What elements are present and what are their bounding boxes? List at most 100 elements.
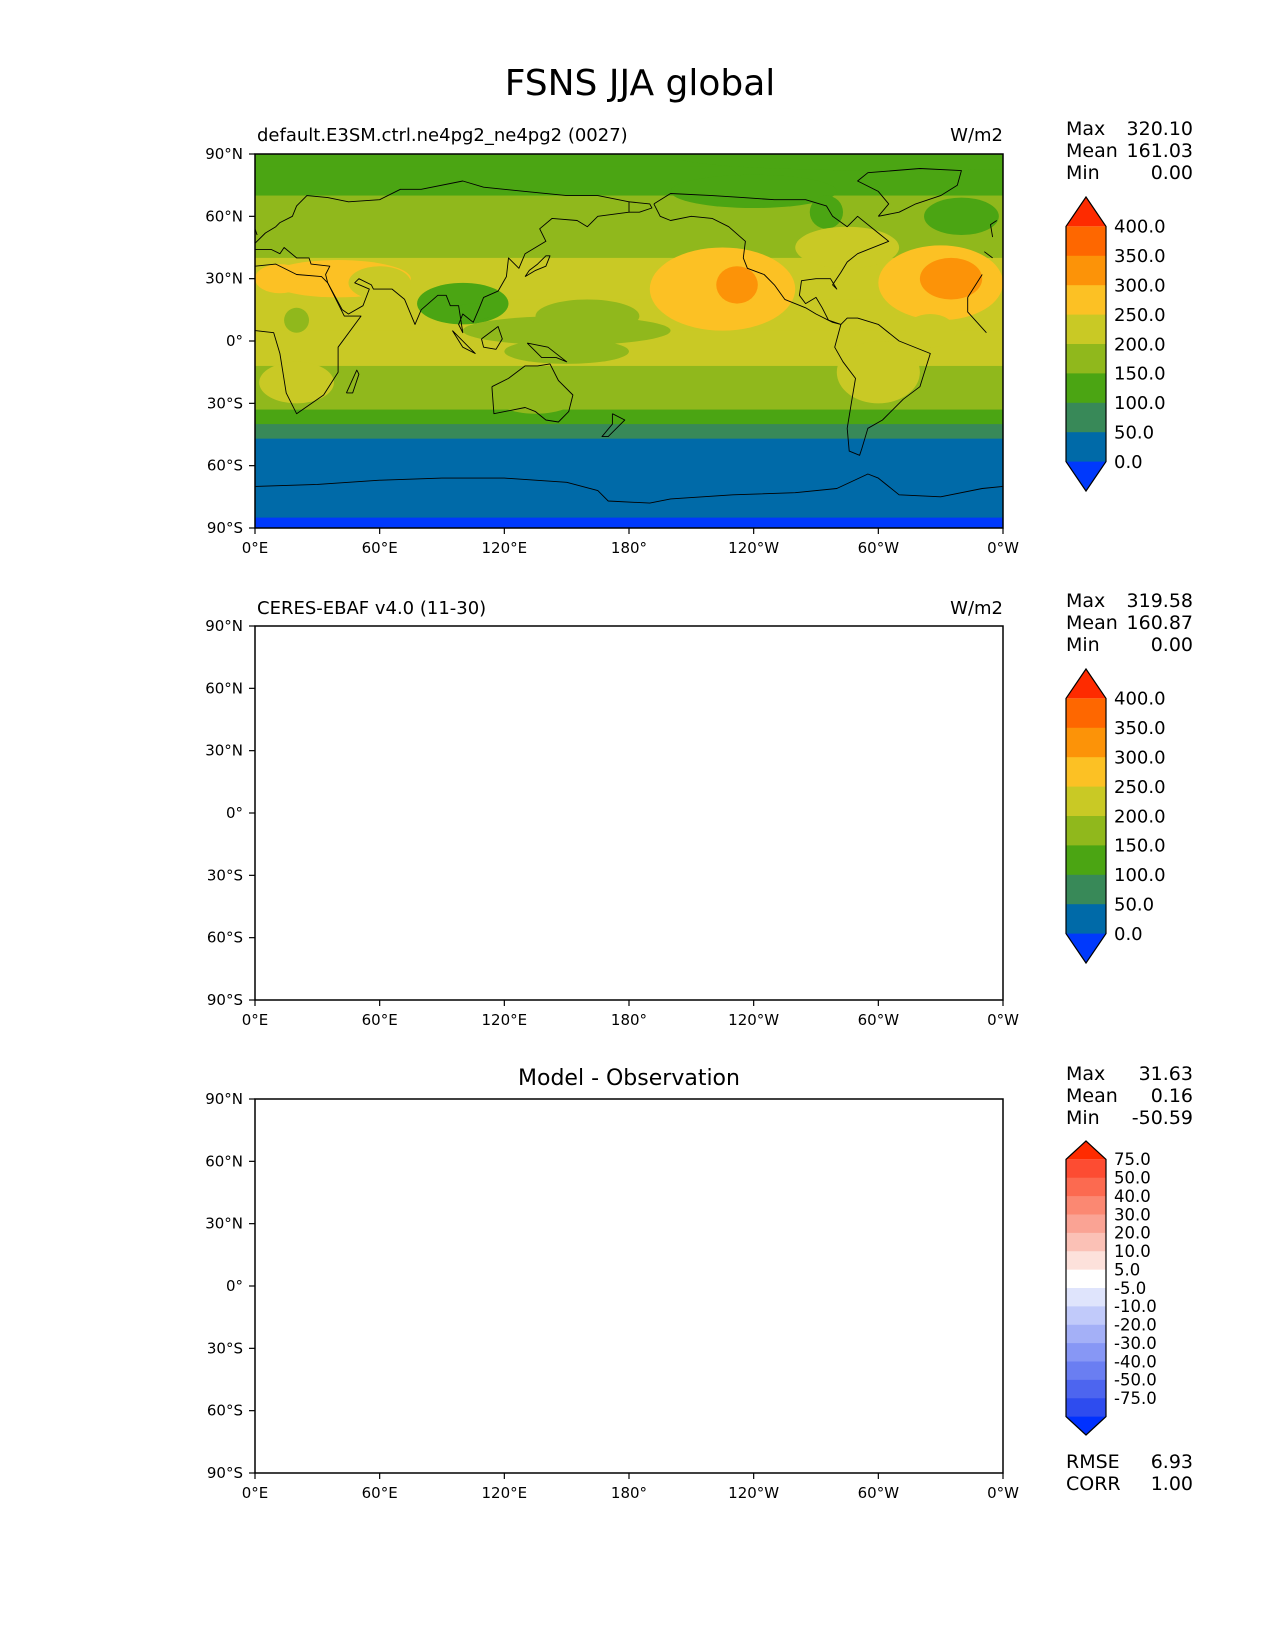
- y-tick-label: 90°N: [205, 1090, 243, 1108]
- coastline: [491, 363, 574, 423]
- colorbar-label: 350.0: [1114, 718, 1166, 739]
- colorbar-label: 50.0: [1114, 895, 1154, 916]
- y-tick-label: 0°: [226, 332, 243, 350]
- colorbar-extend-min: [1066, 1416, 1106, 1435]
- y-tick-label: 60°S: [207, 929, 243, 947]
- colorbar-bin: [1066, 432, 1106, 463]
- coastline: [601, 413, 626, 438]
- colorbar-bin: [1066, 1269, 1106, 1289]
- panel-test-left-title: default.E3SM.ctrl.ne4pg2_ne4pg2 (0027): [257, 125, 628, 146]
- colorbar-bin: [1066, 255, 1106, 286]
- field-region: [795, 226, 900, 269]
- field-region: [504, 338, 629, 364]
- y-tick-label: 60°N: [205, 207, 243, 225]
- stat-max-label: Max: [1066, 1063, 1105, 1085]
- colorbar-bin: [1066, 1343, 1106, 1363]
- coastline: [628, 201, 653, 213]
- field-band: [255, 438, 1003, 519]
- field-region: [452, 303, 494, 321]
- panel-test-units: W/m2: [950, 125, 1003, 146]
- colorbar-label: 250.0: [1114, 305, 1166, 326]
- stat-mean-label: Mean: [1066, 612, 1118, 634]
- y-tick-label: 90°S: [207, 519, 243, 537]
- coastline: [255, 473, 1003, 504]
- x-tick-label: 60°W: [858, 539, 900, 557]
- stat-mean-label: Mean: [1066, 1085, 1118, 1107]
- colorbar-label: -20.0: [1114, 1316, 1157, 1335]
- panel-diff: Model - Observation 0°E 60°E 120°E 180° 120°…: [205, 1063, 1193, 1502]
- colorbar-extend-max: [1066, 1141, 1106, 1160]
- colorbar-bin: [1066, 874, 1106, 905]
- colorbar-bin: [1066, 344, 1106, 374]
- colorbar-bin: [1066, 1177, 1106, 1197]
- y-tick-label: 90°N: [205, 617, 243, 635]
- field-region: [670, 174, 837, 209]
- y-tick-label: 90°S: [207, 991, 243, 1009]
- colorbar-bin: [1066, 1232, 1106, 1252]
- x-tick-label: 0°W: [987, 539, 1019, 557]
- coastline: [255, 263, 362, 415]
- x-tick-label: 0°E: [242, 1484, 269, 1502]
- colorbar-bin: [1066, 1159, 1106, 1179]
- colorbar-label: 50.0: [1114, 1169, 1151, 1188]
- colorbar-bin: [1066, 727, 1106, 758]
- x-tick-label: 60°E: [362, 539, 398, 557]
- colorbar-bin: [1066, 1324, 1106, 1344]
- field-region: [924, 197, 999, 236]
- colorbar-bin: [1066, 285, 1106, 316]
- stat-min-value: 0.00: [1151, 634, 1193, 656]
- map-test: [255, 154, 1003, 528]
- x-tick-label: 0°W: [987, 1484, 1019, 1502]
- colorbar-bin: [1066, 845, 1106, 876]
- colorbar-bin: [1066, 1306, 1106, 1326]
- field-region: [716, 266, 758, 304]
- stat-mean-label: Mean: [1066, 140, 1118, 162]
- stat-rmse-label: RMSE: [1066, 1451, 1120, 1473]
- y-tick-label: 0°: [226, 1277, 243, 1295]
- stat-max-value: 31.63: [1139, 1063, 1193, 1085]
- y-tick-label: 0°: [226, 804, 243, 822]
- figure-title: FSNS JJA global: [505, 63, 776, 104]
- colorbar-bin: [1066, 226, 1106, 257]
- coastline: [857, 168, 962, 217]
- panel-ref: CERES-EBAF v4.0 (11-30) W/m2 0°E 60°E 120°…: [205, 590, 1193, 1029]
- coastline: [990, 220, 998, 238]
- colorbar-label: 400.0: [1114, 689, 1166, 710]
- coastline: [345, 369, 360, 394]
- colorbar-label: 200.0: [1114, 334, 1166, 355]
- y-tick-label: 30°N: [205, 270, 243, 288]
- stats-diff: Max 31.63 Mean 0.16 Min -50.59 RMSE 6.93…: [1066, 1063, 1193, 1495]
- coastline: [452, 330, 476, 354]
- colorbar-label: 0.0: [1114, 924, 1143, 945]
- colorbar-label: -50.0: [1114, 1371, 1157, 1390]
- colorbar-bin: [1066, 1196, 1106, 1216]
- stats-test: Max 320.10 Mean 161.03 Min 0.00: [1066, 118, 1193, 184]
- colorbar-label: 20.0: [1114, 1224, 1151, 1243]
- colorbar-ref: 400.0 350.0 300.0 250.0 200.0 150.0 100.0 50.0 0…: [1065, 667, 1166, 965]
- colorbar-label: 250.0: [1114, 777, 1166, 798]
- x-tick-label: 120°E: [482, 1484, 528, 1502]
- colorbar-bin: [1066, 904, 1106, 935]
- stat-max-value: 320.10: [1127, 118, 1193, 140]
- coastline: [967, 274, 983, 298]
- x-tick-label: 60°E: [362, 1484, 398, 1502]
- y-tick-label: 30°N: [205, 1215, 243, 1233]
- colorbar-bin: [1066, 314, 1106, 345]
- colorbar-label: -5.0: [1114, 1279, 1146, 1298]
- coastline: [526, 342, 568, 363]
- field-region: [348, 266, 411, 300]
- field-region: [259, 361, 334, 404]
- stats-ref: Max 319.58 Mean 160.87 Min 0.00: [1066, 590, 1193, 656]
- colorbar-bin: [1066, 816, 1106, 846]
- colorbar-label: -75.0: [1114, 1389, 1157, 1408]
- colorbar-label: -40.0: [1114, 1352, 1157, 1371]
- map-diff: [255, 1099, 1003, 1473]
- stat-min-label: Min: [1066, 162, 1100, 184]
- colorbar-label: 150.0: [1114, 836, 1166, 857]
- stat-max-label: Max: [1066, 118, 1105, 140]
- y-tick-label: 60°N: [205, 1152, 243, 1170]
- y-tick-label: 30°S: [207, 866, 243, 884]
- field-band: [255, 424, 1003, 440]
- x-tick-label: 180°: [611, 1011, 647, 1029]
